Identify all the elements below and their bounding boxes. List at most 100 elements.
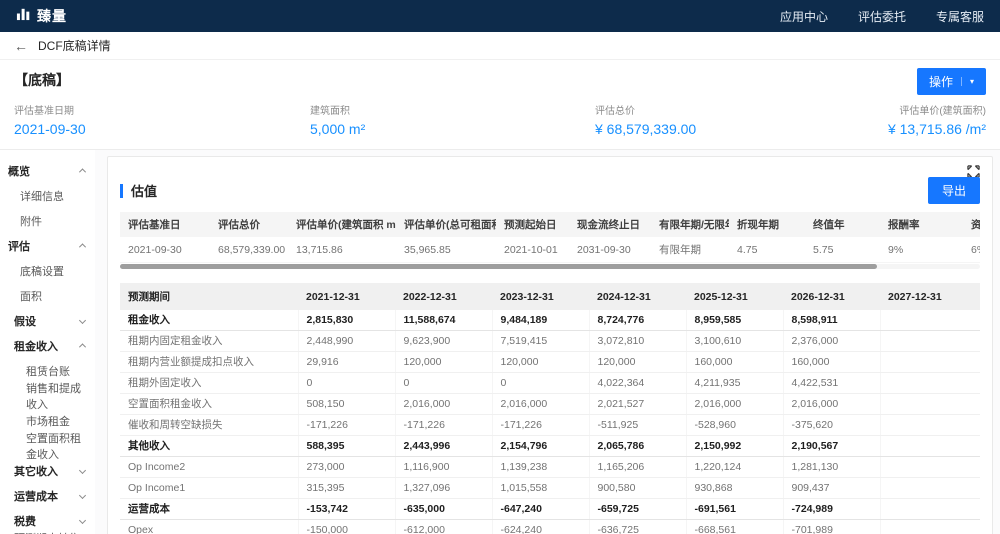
chevron-down-icon (78, 516, 87, 525)
back-arrow-icon[interactable]: ← (14, 37, 28, 54)
forecast-cell: 3,100,610 (685, 330, 783, 352)
forecast-cell: -624,240 (491, 519, 589, 534)
sidebar-item-面积[interactable]: 面积 (0, 283, 95, 308)
sidebar-item-label: 税费 (14, 515, 36, 528)
sidebar-item-销售和提成收入[interactable]: 销售和提成收入 (0, 383, 95, 411)
metric-2: 建筑面积 5,000 m² (310, 102, 595, 137)
forecast-cell (879, 372, 980, 394)
forecast-cell: 0 (394, 372, 492, 394)
summary-col-header: 预测起始日 (496, 212, 569, 237)
forecast-cell: 1,220,124 (685, 456, 783, 478)
sidebar-item-预测期末转售收益[interactable]: 预测期末转售收益 (0, 533, 95, 534)
caret-down-icon: ▾ (960, 77, 974, 86)
top-navbar: 臻量 应用中心 评估委托 专属客服 (0, 0, 1000, 32)
summary-col-header: 现金流终止日 (569, 212, 651, 237)
action-button[interactable]: 操作 ▾ (916, 68, 986, 95)
forecast-cell: 9,484,189 (491, 310, 589, 331)
breadcrumb: ← DCF底稿详情 (0, 32, 1000, 60)
forecast-row-Op Income2: Op Income2 273,000 1,116,900 1,139,238 1,165… (120, 456, 980, 478)
sidebar-item-运营成本[interactable]: 运营成本 (0, 483, 95, 508)
section-title: 估值 (131, 184, 158, 199)
summary-cell: 68,579,339.00 (210, 237, 288, 263)
forecast-row-租期内营业额提成扣点收入: 租期内营业额提成扣点收入 29,916 120,000 120,000 120,000 1… (120, 351, 980, 373)
metric-label: 评估基准日期 (14, 106, 74, 117)
summary-cell: 5.75 (805, 237, 880, 263)
sidebar-item-租金收入[interactable]: 租金收入 (0, 333, 95, 358)
forecast-cell: -635,000 (394, 498, 492, 520)
summary-col-header: 评估单价(总可租面积 m²) (396, 212, 496, 237)
forecast-row-label: 租期内固定租金收入 (120, 330, 298, 352)
forecast-cell: -659,725 (588, 498, 686, 520)
sidebar-item-市场租金[interactable]: 市场租金 (0, 408, 95, 433)
metric-value: ¥ 68,579,339.00 (595, 121, 697, 137)
metrics-row: 评估基准日期 2021-09-30 建筑面积 5,000 m² 评估总价 ¥ 68,579… (14, 102, 986, 137)
horizontal-scrollbar-thumb[interactable] (120, 264, 877, 269)
forecast-cell: -171,226 (491, 414, 589, 436)
sidebar-item-概览[interactable]: 概览 (0, 158, 95, 183)
forecast-cell: 8,959,585 (685, 310, 783, 331)
forecast-cell: -150,000 (297, 519, 395, 534)
metric-4: 评估单价(建筑面积) ¥ 13,715.86 /m² (766, 102, 986, 137)
forecast-cell: 273,000 (297, 456, 395, 478)
summary-col-header: 折现年期 (729, 212, 805, 237)
sidebar-item-详细信息[interactable]: 详细信息 (0, 183, 95, 208)
forecast-cell: 2,150,992 (685, 435, 783, 457)
summary-cell: 13,715.86 (288, 237, 396, 263)
sidebar-item-底稿设置[interactable]: 底稿设置 (0, 258, 95, 283)
summary-cell: 2031-09-30 (569, 237, 651, 263)
forecast-cell: 1,015,558 (491, 477, 589, 499)
sidebar-item-label: 详细信息 (20, 190, 64, 203)
forecast-row-label: 运营成本 (120, 498, 298, 520)
sidebar-item-空置面积租金收入[interactable]: 空置面积租金收入 (0, 433, 95, 461)
forecast-cell: 315,395 (297, 477, 395, 499)
forecast-cell: 1,116,900 (394, 456, 492, 478)
sidebar: 概览详细信息附件评估底稿设置面积假设 租金收入 租赁台账 销售和提成收入 市场租金 空置面… (0, 150, 95, 534)
logo-icon (16, 6, 31, 26)
sidebar-item-其它收入[interactable]: 其它收入 (0, 458, 95, 483)
nav-item-3[interactable]: 专属客服 (935, 9, 984, 24)
forecast-row-label: 催收和周转空缺损失 (120, 414, 298, 436)
summary-cell: 35,965.85 (396, 237, 496, 263)
forecast-corner-header: 预测期间 (120, 283, 298, 310)
forecast-cell: 0 (297, 372, 395, 394)
sidebar-item-税费[interactable]: 税费 (0, 508, 95, 533)
sidebar-item-假设[interactable]: 假设 (0, 308, 95, 333)
summary-col-header: 评估基准日 (120, 212, 210, 237)
sidebar-item-评估[interactable]: 评估 (0, 233, 95, 258)
sidebar-item-label: 附件 (20, 215, 42, 228)
forecast-cell (879, 310, 980, 331)
forecast-period-header: 2023-12-31 (492, 283, 589, 310)
sidebar-item-租赁台账[interactable]: 租赁台账 (0, 358, 95, 383)
forecast-cell: 930,868 (685, 477, 783, 499)
forecast-cell: -701,989 (782, 519, 880, 534)
nav-item-1[interactable]: 应用中心 (779, 9, 828, 24)
nav-menu: 应用中心 评估委托 专属客服 (780, 8, 984, 25)
forecast-row-Opex: Opex -150,000 -612,000 -624,240 -636,725 -668… (120, 519, 980, 534)
chevron-down-icon (78, 316, 87, 325)
sidebar-item-附件[interactable]: 附件 (0, 208, 95, 233)
forecast-cell (879, 456, 980, 478)
forecast-cell: 2,448,990 (297, 330, 395, 352)
nav-item-2[interactable]: 评估委托 (857, 9, 906, 24)
forecast-cell: 160,000 (685, 351, 783, 373)
forecast-cell (879, 393, 980, 415)
forecast-period-header: 2022-12-31 (395, 283, 492, 310)
forecast-period-header: 2027-12-31 (880, 283, 980, 310)
export-button[interactable]: 导出 (927, 177, 980, 204)
horizontal-scrollbar-track[interactable] (120, 264, 980, 269)
accent-bar (120, 183, 123, 198)
sidebar-item-label: 面积 (20, 290, 42, 303)
sidebar-item-label: 评估 (8, 240, 30, 253)
forecast-cell: 7,519,415 (491, 330, 589, 352)
brand[interactable]: 臻量 (16, 6, 67, 26)
forecast-table: 预测期间 2021-12-31 2022-12-31 2023-12-31 2024-1… (120, 283, 980, 534)
forecast-cell: 2,376,000 (782, 330, 880, 352)
forecast-cell: -528,960 (685, 414, 783, 436)
summary-col-header: 评估总价 (210, 212, 288, 237)
forecast-cell: 2,016,000 (491, 393, 589, 415)
chevron-up-icon (78, 343, 87, 351)
section-header: 估值 导出 (120, 177, 980, 204)
forecast-cell: 120,000 (491, 351, 589, 373)
forecast-cell: 2,443,996 (394, 435, 492, 457)
